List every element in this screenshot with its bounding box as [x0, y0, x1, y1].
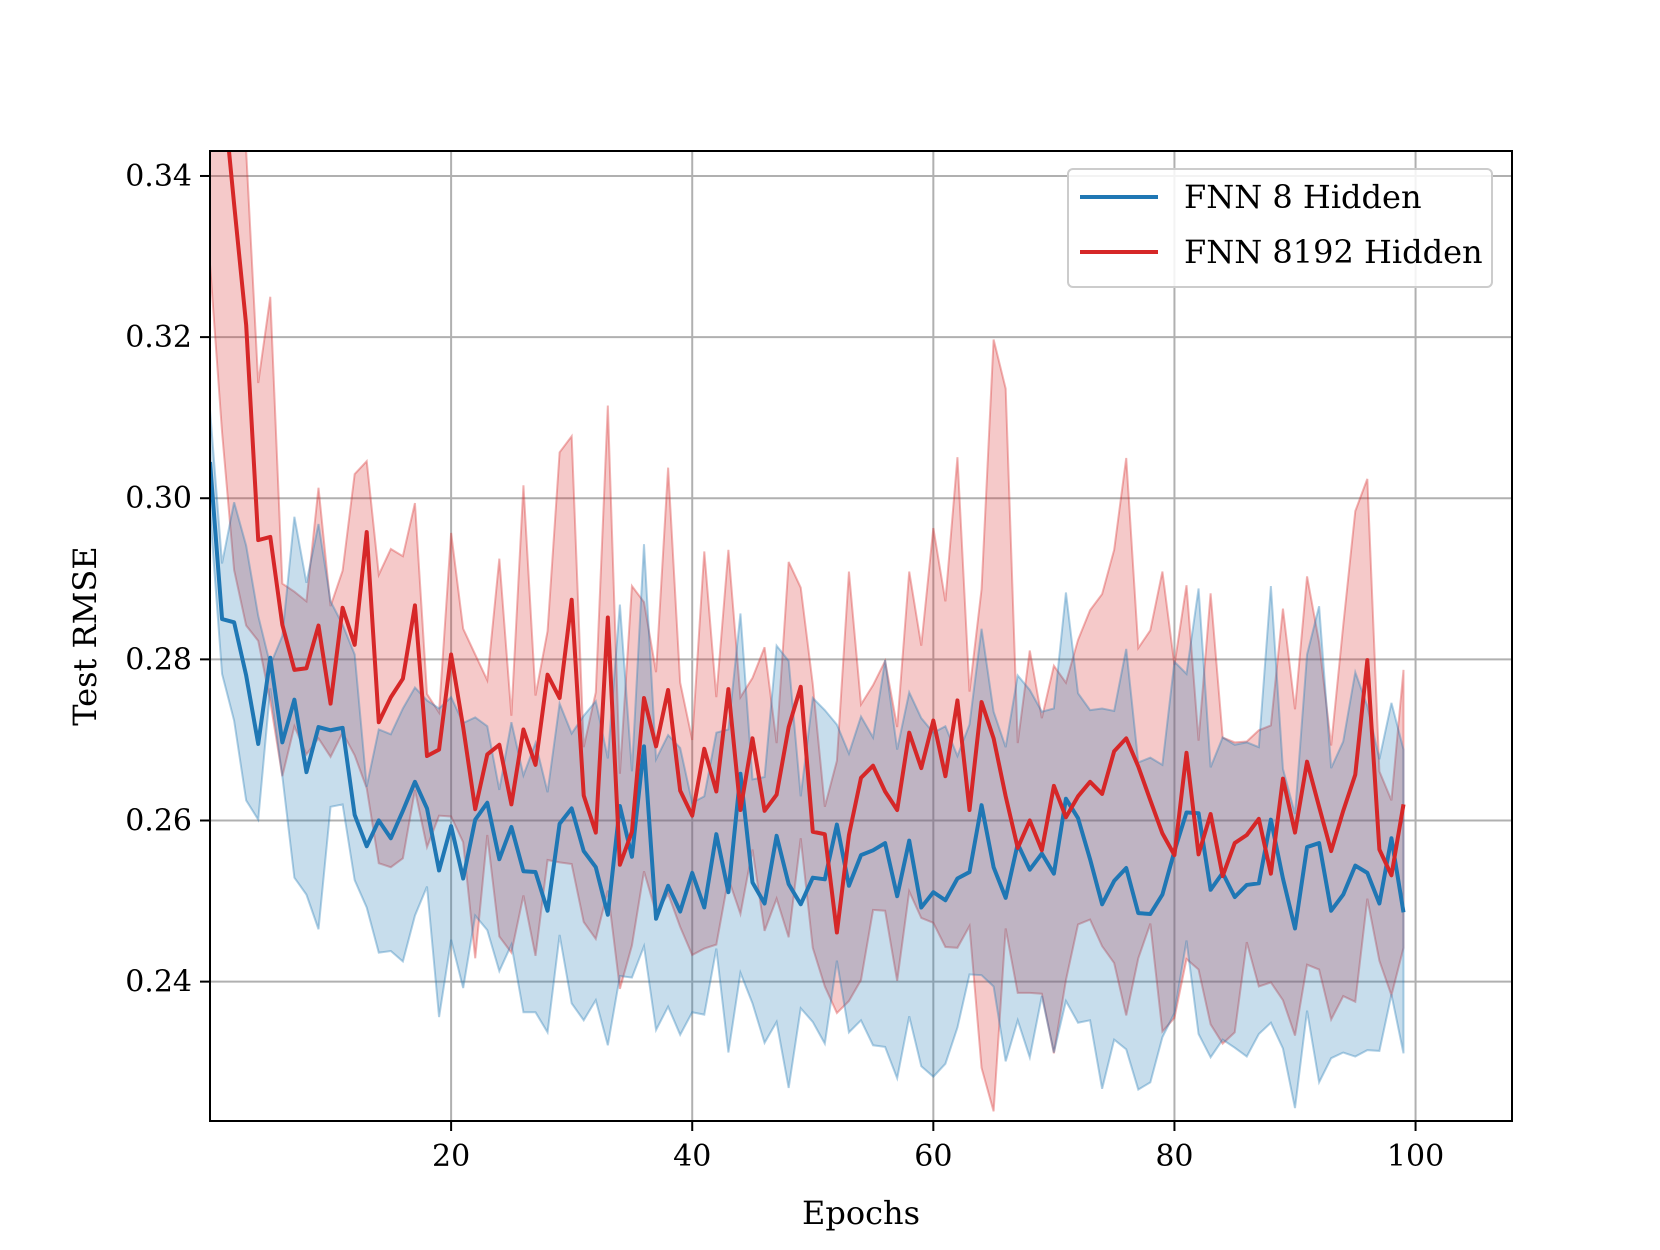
y-tick-label: 0.30 — [125, 481, 192, 516]
x-tick-label: 20 — [432, 1139, 470, 1174]
legend-box — [1067, 168, 1493, 288]
y-axis-label: Test RMSE — [66, 546, 104, 725]
x-tick-label: 40 — [673, 1139, 711, 1174]
x-tick-label: 100 — [1387, 1139, 1444, 1174]
x-axis-ticks: 20 40 60 80 100 — [432, 1121, 1444, 1174]
y-tick-label: 0.24 — [125, 965, 192, 1000]
y-tick-label: 0.28 — [125, 642, 192, 677]
y-tick-label: 0.32 — [125, 320, 192, 355]
line-fnn-8192-hidden — [226, 151, 1406, 935]
y-tick-label: 0.26 — [125, 803, 192, 838]
legend: FNN 8 Hidden FNN 8192 Hidden — [1067, 168, 1493, 288]
band-fnn-8192-hidden — [210, 151, 1405, 1112]
grid — [210, 151, 1512, 1121]
plot-frame — [209, 150, 1513, 1122]
x-axis-label: Epochs — [802, 1194, 920, 1232]
y-axis-ticks: 0.24 0.26 0.28 0.30 0.32 0.34 — [125, 159, 210, 1000]
y-tick-label: 0.34 — [125, 159, 192, 194]
legend-label-fnn-8192-hidden: FNN 8192 Hidden — [1184, 233, 1483, 271]
x-tick-label: 80 — [1155, 1139, 1193, 1174]
series-lines — [210, 151, 1406, 935]
legend-label-fnn-8-hidden: FNN 8 Hidden — [1184, 178, 1422, 216]
x-tick-label: 60 — [914, 1139, 952, 1174]
line-fnn-8-hidden — [210, 461, 1406, 931]
